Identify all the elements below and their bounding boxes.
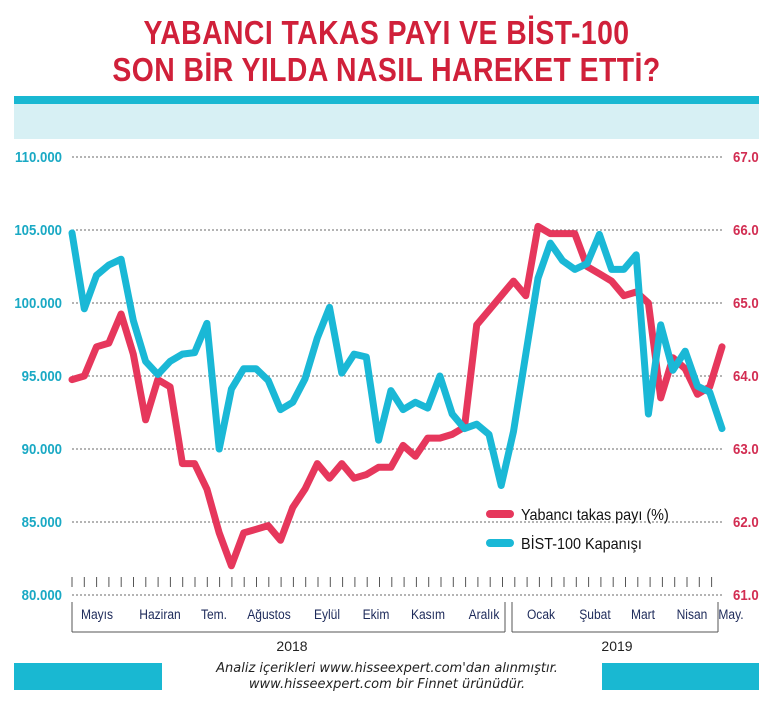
left-axis-tick-label: 105.000 <box>14 221 62 238</box>
month-label: Aralık <box>469 606 500 622</box>
right-axis-tick-label: 64.0 <box>733 367 759 384</box>
right-axis-tick-label: 61.0 <box>733 586 759 603</box>
month-label: Ocak <box>527 606 556 622</box>
month-label: Şubat <box>579 606 611 622</box>
series-line <box>68 229 726 489</box>
legend-label: Yabancı takas payı (%) <box>521 506 669 524</box>
left-axis-tick-label: 95.000 <box>22 367 62 384</box>
footnote-line-1: Analiz içerikleri www.hisseexpert.com'da… <box>216 661 558 676</box>
right-axis-tick-label: 65.0 <box>733 294 759 311</box>
header-accent-bar <box>14 96 759 104</box>
left-axis-tick-label: 100.000 <box>14 294 62 311</box>
year-label: 2019 <box>601 638 632 654</box>
month-label: Haziran <box>139 606 180 622</box>
left-axis-tick-label: 85.000 <box>22 513 62 530</box>
right-axis-tick-label: 66.0 <box>733 221 759 238</box>
month-label: Nisan <box>677 606 708 622</box>
left-axis-tick-label: 110.000 <box>15 148 62 165</box>
month-label: Mayıs <box>81 606 114 622</box>
month-label: Tem. <box>201 606 227 622</box>
year-label: 2018 <box>276 638 307 654</box>
footnote-line-2: www.hisseexpert.com bir Finnet ürünüdür. <box>248 677 526 692</box>
right-axis-tick-label: 67.0 <box>733 148 759 165</box>
month-label: Ağustos <box>247 606 291 622</box>
right-axis-tick-label: 62.0 <box>733 513 759 530</box>
left-axis-tick-label: 80.000 <box>22 586 62 603</box>
headline-line-1: YABANCI TAKAS PAYI VE BİST-100 <box>143 14 630 51</box>
headline-line-2: SON BİR YILDA NASIL HAREKET ETTİ? <box>112 51 661 88</box>
right-axis-tick-label: 63.0 <box>733 440 759 457</box>
legend-label: BİST-100 Kapanışı <box>521 534 642 553</box>
month-label: May. <box>718 606 743 622</box>
month-label: Mart <box>631 606 655 622</box>
month-label: Ekim <box>363 606 390 622</box>
month-label: Eylül <box>314 606 340 622</box>
month-label: Kasım <box>411 606 445 622</box>
footer-bar-right <box>602 663 759 690</box>
dual-axis-line-chart: 80.000 85.000 90.000 95.000 100.000 105.000 11… <box>14 148 759 654</box>
footer-bar-left <box>14 663 162 690</box>
header-band <box>14 104 759 139</box>
series-line <box>68 222 726 570</box>
left-axis-tick-label: 90.000 <box>22 440 62 457</box>
